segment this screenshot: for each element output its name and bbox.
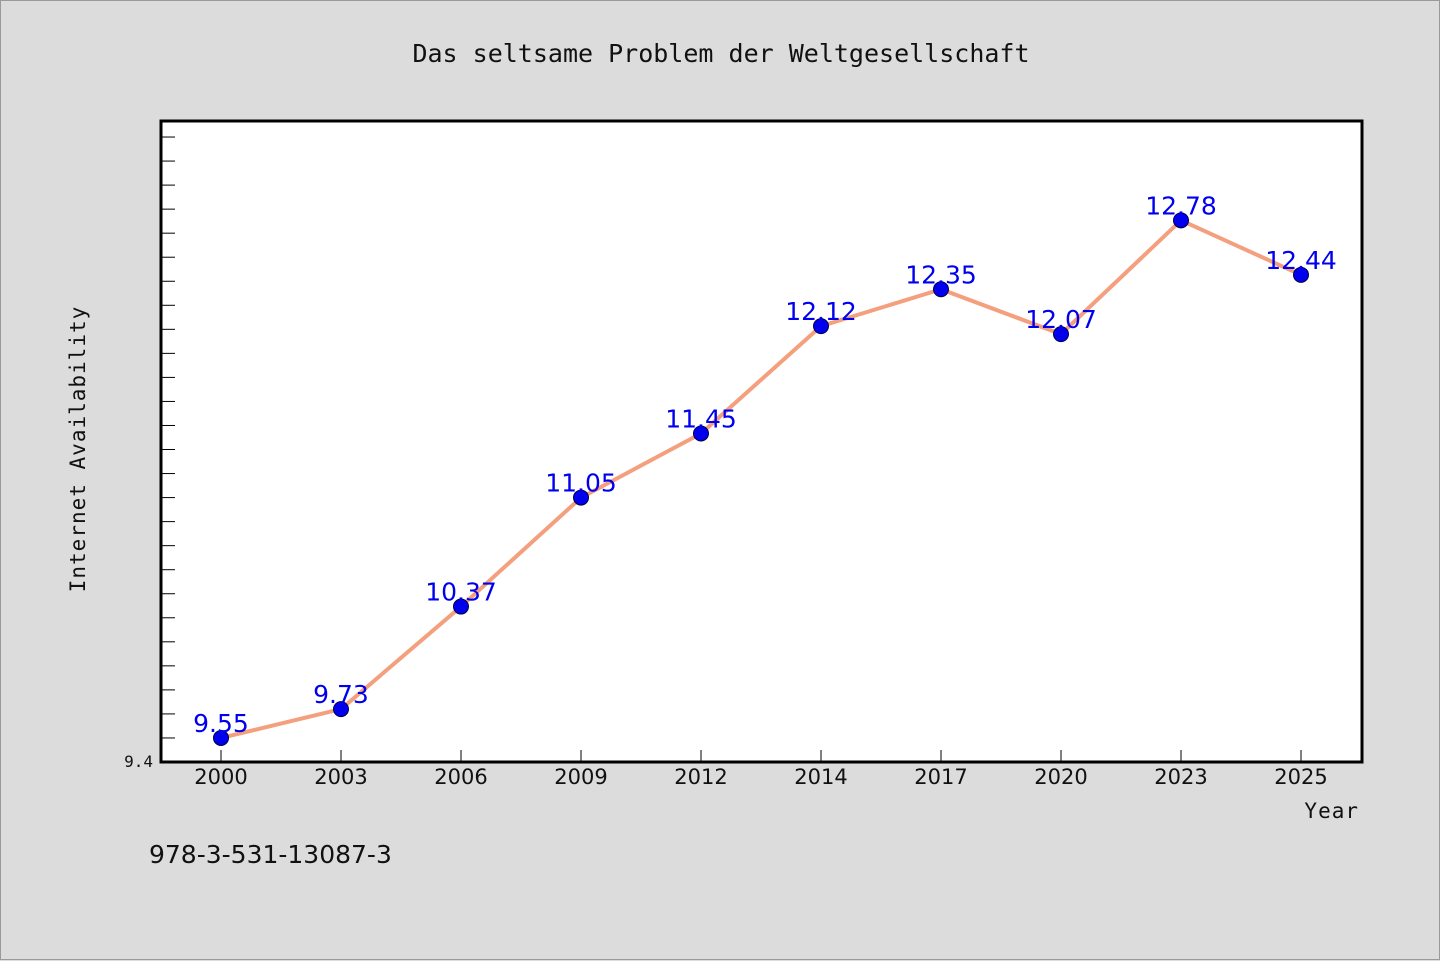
data-point [1173, 212, 1189, 229]
x-axis-ticks [220, 750, 1302, 762]
chart-title: Das seltsame Problem der Weltgesellschaf… [412, 39, 1029, 68]
data-point [693, 425, 709, 442]
data-label: 9.55 [193, 709, 249, 738]
series-markers [213, 212, 1309, 746]
x-tick-label: 2023 [1154, 765, 1207, 789]
data-point [933, 281, 949, 298]
series-line [219, 218, 1303, 740]
x-tick-label: 2020 [1034, 765, 1087, 789]
data-point [453, 598, 469, 615]
x-axis-label: Year [1304, 799, 1359, 823]
y-axis-label: Internet Availability [66, 306, 90, 593]
data-label: 12.12 [785, 297, 857, 326]
data-label: 12.78 [1145, 191, 1217, 220]
data-label: 12.07 [1025, 305, 1097, 334]
x-tick-label: 2003 [314, 765, 367, 789]
data-label: 10.37 [425, 578, 497, 607]
data-label: 11.45 [665, 404, 737, 433]
x-tick-labels: 2000 2003 2006 2009 2012 2014 2017 2020 2023 2025 [194, 765, 1327, 789]
data-label: 9.73 [313, 680, 369, 709]
data-label: 12.35 [905, 260, 977, 289]
x-tick-label: 2014 [794, 765, 847, 789]
x-tick-label: 2025 [1274, 765, 1327, 789]
x-tick-label: 2000 [194, 765, 247, 789]
data-point [333, 701, 349, 718]
data-point [1053, 326, 1069, 343]
isbn-footer: 978-3-531-13087-3 [149, 840, 392, 869]
x-tick-label: 2012 [674, 765, 727, 789]
y-axis-ticks [161, 136, 175, 739]
data-point [213, 729, 229, 746]
x-tick-label: 2009 [554, 765, 607, 789]
data-point [813, 318, 829, 335]
data-labels: 9.55 9.73 10.37 11.05 11.45 12.12 12.35 12.07 12… [193, 191, 1337, 738]
y-tick-label-min: 9.4 [124, 752, 153, 771]
plot-area [159, 119, 1364, 764]
series-line-group [219, 218, 1303, 740]
x-tick-label: 2006 [434, 765, 487, 789]
data-point [573, 489, 589, 506]
data-label: 12.44 [1265, 246, 1337, 275]
data-point [1293, 266, 1309, 283]
data-label: 11.05 [545, 469, 617, 498]
x-tick-label: 2017 [914, 765, 967, 789]
